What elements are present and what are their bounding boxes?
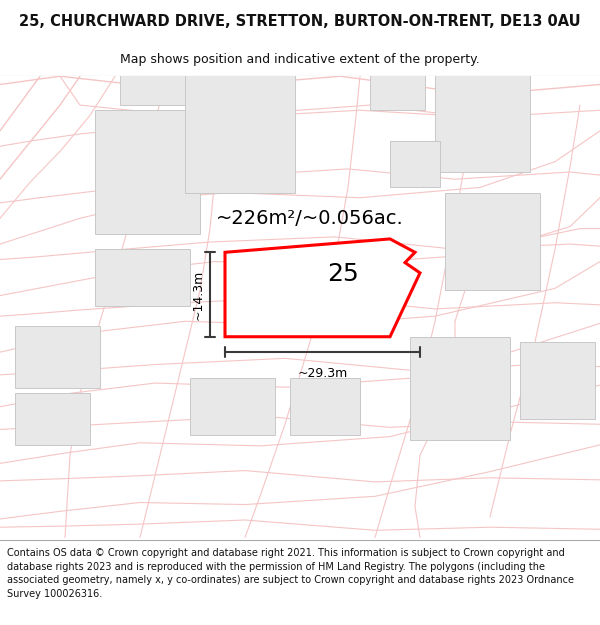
Polygon shape	[390, 141, 440, 188]
Text: ~29.3m: ~29.3m	[298, 367, 347, 379]
Polygon shape	[15, 393, 90, 445]
Polygon shape	[445, 192, 540, 291]
Polygon shape	[95, 249, 190, 306]
Text: 25: 25	[327, 262, 359, 286]
Polygon shape	[185, 54, 295, 192]
Polygon shape	[225, 239, 420, 337]
Text: ~226m²/~0.056ac.: ~226m²/~0.056ac.	[216, 209, 404, 228]
Polygon shape	[290, 378, 360, 434]
Text: Map shows position and indicative extent of the property.: Map shows position and indicative extent…	[120, 53, 480, 66]
Polygon shape	[370, 54, 425, 110]
Text: 25, CHURCHWARD DRIVE, STRETTON, BURTON-ON-TRENT, DE13 0AU: 25, CHURCHWARD DRIVE, STRETTON, BURTON-O…	[19, 14, 581, 29]
Polygon shape	[95, 110, 200, 234]
Polygon shape	[190, 378, 275, 434]
Polygon shape	[410, 337, 510, 440]
Polygon shape	[435, 54, 530, 172]
Polygon shape	[520, 342, 595, 419]
Polygon shape	[120, 54, 205, 105]
Polygon shape	[15, 326, 100, 388]
Text: Contains OS data © Crown copyright and database right 2021. This information is : Contains OS data © Crown copyright and d…	[7, 548, 574, 599]
Text: ~14.3m: ~14.3m	[191, 269, 205, 319]
